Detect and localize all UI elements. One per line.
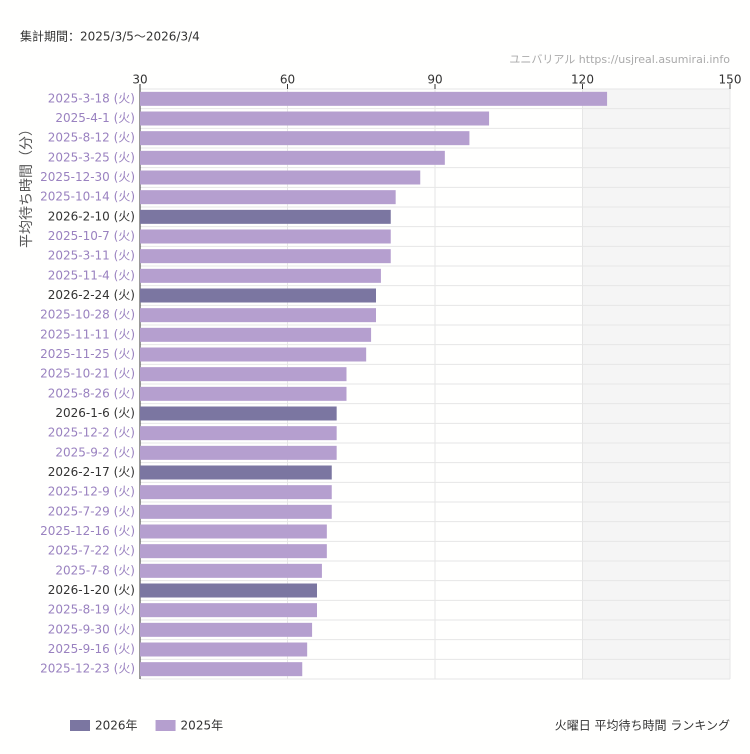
y-tick-label: 2025-12-16 (火): [40, 524, 135, 538]
bar: [140, 367, 347, 382]
bar: [140, 229, 391, 244]
y-tick-label: 2025-10-7 (火): [48, 229, 135, 243]
x-tick-label: 60: [280, 73, 295, 87]
bar: [140, 91, 608, 106]
bar: [140, 622, 313, 637]
bar: [140, 190, 396, 205]
y-tick-label: 2025-7-8 (火): [55, 563, 135, 577]
y-tick-label: 2025-12-30 (火): [40, 170, 135, 184]
bar: [140, 249, 391, 264]
y-tick-label: 2025-7-22 (火): [48, 544, 135, 558]
x-tick-label: 120: [571, 73, 594, 87]
y-tick-label: 2026-2-17 (火): [48, 465, 135, 479]
y-tick-label: 2025-8-19 (火): [48, 603, 135, 617]
bar: [140, 386, 347, 401]
bar: [140, 563, 322, 578]
y-tick-label: 2025-10-21 (火): [40, 367, 135, 381]
x-tick-label: 90: [427, 73, 442, 87]
legend-label: 2025年: [181, 719, 224, 733]
y-tick-label: 2025-12-2 (火): [48, 426, 135, 440]
bar: [140, 426, 337, 441]
y-tick-label: 2026-1-20 (火): [48, 583, 135, 597]
y-tick-label: 2025-11-4 (火): [48, 268, 135, 282]
y-tick-label: 2025-9-16 (火): [48, 642, 135, 656]
y-axis-title: 平均待ち時間（分）: [19, 122, 35, 248]
watermark: ユニバリアル https://usjreal.asumirai.info: [509, 53, 730, 66]
bar: [140, 347, 367, 362]
chart-title: 火曜日 平均待ち時間 ランキング: [555, 719, 730, 733]
y-tick-label: 2025-12-23 (火): [40, 662, 135, 676]
y-tick-label: 2026-2-24 (火): [48, 288, 135, 302]
y-tick-label: 2026-2-10 (火): [48, 209, 135, 223]
y-tick-label: 2025-3-25 (火): [48, 150, 135, 164]
y-tick-label: 2025-9-2 (火): [55, 445, 135, 459]
bar: [140, 131, 470, 146]
bar: [140, 327, 372, 342]
bar: [140, 209, 391, 224]
bar: [140, 268, 381, 283]
x-tick-label: 30: [132, 73, 147, 87]
bar: [140, 583, 317, 598]
bar: [140, 524, 327, 539]
y-tick-label: 2025-4-1 (火): [55, 111, 135, 125]
bar: [140, 465, 332, 480]
bar: [140, 445, 337, 460]
bar: [140, 308, 376, 323]
bar: [140, 288, 376, 303]
bar: [140, 603, 317, 618]
y-tick-label: 2025-11-25 (火): [40, 347, 135, 361]
y-tick-label: 2025-9-30 (火): [48, 622, 135, 636]
bar: [140, 504, 332, 519]
y-tick-label: 2025-11-11 (火): [40, 327, 135, 341]
bar: [140, 170, 421, 185]
y-tick-label: 2025-12-9 (火): [48, 485, 135, 499]
legend-swatch: [70, 720, 90, 731]
x-tick-label: 150: [719, 73, 742, 87]
legend-swatch: [155, 720, 176, 731]
bar: [140, 485, 332, 500]
period: 集計期間：2025/3/5〜2026/3/4: [20, 29, 200, 44]
y-tick-label: 2025-8-26 (火): [48, 386, 135, 400]
bar: [140, 642, 308, 657]
y-tick-label: 2025-7-29 (火): [48, 504, 135, 518]
y-tick-label: 2025-8-12 (火): [48, 131, 135, 145]
bar: [140, 150, 445, 165]
y-tick-label: 2025-10-28 (火): [40, 308, 135, 322]
legend-label: 2026年: [95, 719, 138, 733]
y-tick-label: 2025-3-11 (火): [48, 249, 135, 263]
bar: [140, 544, 327, 559]
bar: [140, 406, 337, 421]
y-tick-label: 2025-3-18 (火): [48, 91, 135, 105]
bar: [140, 662, 303, 677]
bar: [140, 111, 490, 126]
y-tick-label: 2025-10-14 (火): [40, 190, 135, 204]
y-tick-label: 2026-1-6 (火): [55, 406, 135, 420]
